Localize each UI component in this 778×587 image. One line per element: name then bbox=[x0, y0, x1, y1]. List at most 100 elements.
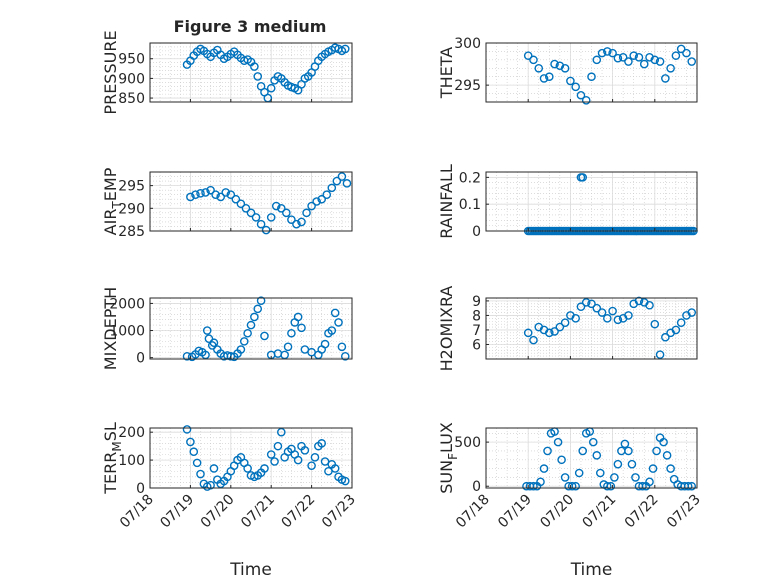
y-tick-label: 8 bbox=[472, 308, 481, 324]
data-point bbox=[639, 59, 649, 69]
data-point bbox=[529, 481, 538, 491]
data-point bbox=[250, 62, 259, 71]
data-point bbox=[243, 328, 252, 338]
data-point bbox=[543, 446, 552, 456]
data-point bbox=[529, 335, 538, 345]
data-point bbox=[539, 464, 549, 473]
data-point bbox=[293, 455, 303, 465]
data-point bbox=[618, 53, 628, 62]
y-tick-label: 290 bbox=[118, 201, 145, 217]
data-point bbox=[557, 455, 566, 465]
y-axis-label: THETA bbox=[437, 47, 456, 99]
data-point bbox=[337, 172, 347, 181]
data-point bbox=[682, 48, 691, 58]
data-point bbox=[648, 464, 658, 473]
data-point bbox=[196, 189, 205, 198]
y-tick-label: 0 bbox=[136, 351, 145, 367]
data-point bbox=[209, 464, 219, 473]
data-point bbox=[196, 469, 205, 479]
data-point bbox=[231, 194, 241, 204]
data-point bbox=[560, 63, 570, 73]
data-point bbox=[578, 173, 588, 182]
y-tick-label: 0 bbox=[472, 479, 481, 495]
axes-box bbox=[149, 297, 353, 360]
data-point bbox=[241, 204, 251, 213]
data-point bbox=[334, 318, 343, 327]
data-point bbox=[629, 51, 639, 60]
data-point bbox=[597, 308, 607, 317]
data-point bbox=[192, 458, 202, 468]
data-point bbox=[603, 314, 612, 323]
data-point bbox=[260, 464, 269, 473]
data-point bbox=[251, 213, 261, 222]
data-point bbox=[201, 188, 210, 197]
y-tick-label: 9 bbox=[472, 294, 481, 310]
data-point bbox=[253, 304, 263, 314]
data-point bbox=[253, 72, 263, 81]
data-point bbox=[320, 339, 330, 349]
data-point bbox=[322, 190, 332, 199]
data-point bbox=[186, 437, 195, 447]
data-point bbox=[211, 190, 220, 199]
data-point bbox=[634, 296, 644, 306]
data-point bbox=[613, 459, 623, 469]
y-axis-label: H2OMIXRA bbox=[437, 286, 456, 372]
data-point bbox=[661, 332, 670, 342]
data-point bbox=[250, 312, 259, 322]
data-point bbox=[550, 59, 559, 69]
data-point bbox=[603, 47, 612, 56]
data-point bbox=[687, 57, 697, 66]
data-point bbox=[676, 318, 686, 327]
data-point bbox=[312, 197, 321, 206]
data-point bbox=[317, 439, 327, 448]
data-point bbox=[221, 188, 231, 197]
y-tick-label: 900 bbox=[118, 71, 145, 87]
data-point bbox=[271, 201, 281, 211]
y-axis-label: RAINFALL bbox=[437, 164, 456, 239]
data-point bbox=[239, 337, 249, 346]
data-point bbox=[659, 437, 668, 447]
axes-box bbox=[485, 42, 698, 103]
y-tick-label: 200 bbox=[118, 425, 145, 441]
data-point bbox=[578, 446, 588, 456]
data-point bbox=[209, 338, 219, 348]
data-point bbox=[340, 351, 350, 361]
data-point bbox=[687, 481, 697, 491]
data-point bbox=[226, 190, 236, 199]
y-tick-label: 0.1 bbox=[459, 197, 481, 213]
data-point bbox=[260, 331, 269, 341]
data-point bbox=[666, 464, 675, 473]
axes-box bbox=[149, 171, 353, 232]
y-tick-label: 295 bbox=[454, 78, 481, 94]
data-point bbox=[243, 464, 252, 473]
data-point bbox=[655, 57, 665, 66]
data-point bbox=[592, 303, 602, 313]
data-point bbox=[610, 473, 619, 482]
data-point bbox=[631, 473, 640, 482]
data-point bbox=[595, 468, 605, 478]
data-point bbox=[555, 61, 565, 71]
data-point bbox=[266, 450, 276, 459]
data-point bbox=[671, 325, 681, 335]
data-point bbox=[666, 63, 675, 73]
data-point bbox=[523, 51, 533, 60]
data-point bbox=[645, 53, 654, 62]
y-tick-label: 850 bbox=[118, 91, 145, 107]
data-point bbox=[330, 308, 340, 318]
data-point bbox=[340, 476, 350, 486]
data-point bbox=[650, 319, 660, 329]
data-point bbox=[560, 473, 570, 482]
data-point bbox=[608, 306, 617, 316]
y-tick-label: 0 bbox=[136, 481, 145, 497]
data-point bbox=[560, 318, 570, 327]
x-axis-label: Time bbox=[570, 560, 613, 580]
data-point bbox=[624, 446, 633, 456]
data-point bbox=[566, 76, 575, 86]
